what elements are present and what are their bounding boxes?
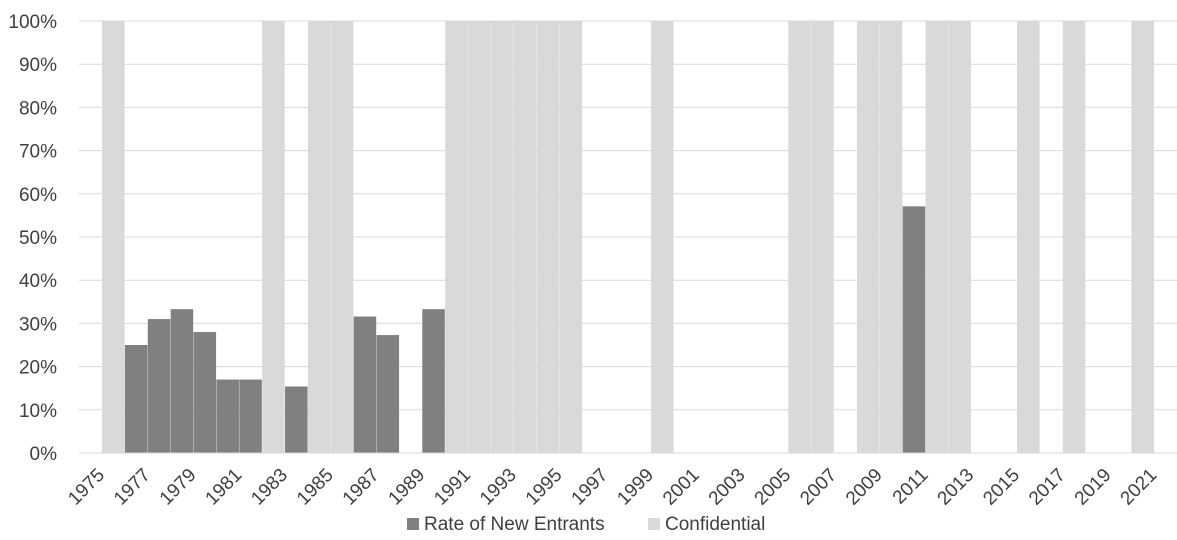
x-tick-label: 1985 xyxy=(293,465,338,510)
bar-rate-of-new-entrants xyxy=(216,379,239,453)
bar-confidential xyxy=(262,21,285,453)
bar-rate-of-new-entrants xyxy=(376,335,400,453)
bar-confidential xyxy=(856,21,880,453)
x-tick-label: 2005 xyxy=(751,465,796,510)
bar-confidential xyxy=(879,21,903,453)
x-tick-label: 1999 xyxy=(613,465,658,510)
bar-confidential xyxy=(651,21,674,453)
bar-confidential xyxy=(102,21,125,453)
x-tick-label: 1975 xyxy=(64,465,109,510)
x-tick-label: 1977 xyxy=(110,465,155,510)
bar-rate-of-new-entrants xyxy=(193,332,217,453)
x-tick-label: 1983 xyxy=(247,465,292,510)
x-tick-label: 2015 xyxy=(979,465,1024,510)
bar-rate-of-new-entrants xyxy=(285,386,308,453)
y-tick-label: 90% xyxy=(19,55,57,76)
x-axis-tick-labels: 1975 1977 1979 1981 1983 1985 1987 1989 1991 1993… xyxy=(64,465,1161,510)
legend-label: Confidential xyxy=(665,514,765,535)
legend-swatch xyxy=(648,518,660,530)
legend-label: Rate of New Entrants xyxy=(424,514,605,535)
bar-confidential xyxy=(1131,21,1154,453)
y-tick-label: 50% xyxy=(19,228,57,249)
y-tick-label: 80% xyxy=(19,98,57,119)
bar-rate-of-new-entrants xyxy=(147,319,171,453)
x-tick-label: 2021 xyxy=(1117,465,1162,510)
x-tick-label: 2017 xyxy=(1025,465,1070,510)
x-tick-label: 2001 xyxy=(659,465,704,510)
bar-rate-of-new-entrants xyxy=(422,309,445,453)
x-tick-label: 2019 xyxy=(1071,465,1116,510)
bar-confidential xyxy=(468,21,491,453)
x-tick-label: 2007 xyxy=(796,465,841,510)
gridlines xyxy=(79,20,1177,411)
y-tick-label: 10% xyxy=(19,401,57,422)
y-tick-label: 40% xyxy=(19,271,57,292)
bar-confidential xyxy=(559,21,583,453)
y-tick-label: 60% xyxy=(19,185,57,206)
x-tick-label: 1981 xyxy=(202,465,247,510)
bar-rate-of-new-entrants xyxy=(124,345,148,453)
bar-confidential xyxy=(445,21,468,453)
y-tick-label: 20% xyxy=(19,358,57,379)
x-tick-label: 1991 xyxy=(430,465,475,510)
x-tick-label: 1979 xyxy=(156,465,201,510)
x-tick-label: 2009 xyxy=(842,465,887,510)
x-tick-label: 2013 xyxy=(934,465,979,510)
x-tick-label: 1997 xyxy=(568,465,613,510)
bars xyxy=(102,21,1154,453)
legend: Rate of New Entrants Confidential xyxy=(407,514,765,535)
x-tick-label: 1995 xyxy=(522,465,567,510)
y-tick-label: 0% xyxy=(30,444,58,465)
y-tick-label: 30% xyxy=(19,314,57,335)
bar-confidential xyxy=(1062,21,1086,453)
bar-confidential xyxy=(948,21,971,453)
x-tick-label: 1989 xyxy=(385,465,430,510)
bar-confidential xyxy=(330,21,354,453)
y-tick-label: 70% xyxy=(19,142,57,163)
bar-rate-of-new-entrants xyxy=(239,379,262,453)
bar-rate-of-new-entrants xyxy=(170,309,194,453)
x-tick-label: 1987 xyxy=(339,465,384,510)
bar-rate-of-new-entrants xyxy=(353,316,377,453)
bar-confidential xyxy=(811,21,834,453)
bar-confidential xyxy=(1017,21,1040,453)
legend-swatch xyxy=(407,518,419,530)
x-tick-label: 2003 xyxy=(705,465,750,510)
y-axis-tick-labels: 0% 10% 20% 30% 40% 50% 60% 70% 80% 90% 100% xyxy=(8,12,57,465)
bar-confidential xyxy=(788,21,811,453)
legend-item-confidential: Confidential xyxy=(648,514,765,535)
legend-item-rate-of-new-entrants: Rate of New Entrants xyxy=(407,514,605,535)
bar-rate-of-new-entrants xyxy=(902,206,926,453)
x-tick-label: 2011 xyxy=(889,465,933,509)
bar-confidential xyxy=(513,21,537,453)
y-tick-label: 100% xyxy=(8,12,57,33)
bar-confidential xyxy=(490,21,514,453)
bar-confidential xyxy=(925,21,949,453)
bar-confidential xyxy=(307,21,331,453)
bar-confidential xyxy=(536,21,560,453)
x-tick-label: 1993 xyxy=(476,465,521,510)
